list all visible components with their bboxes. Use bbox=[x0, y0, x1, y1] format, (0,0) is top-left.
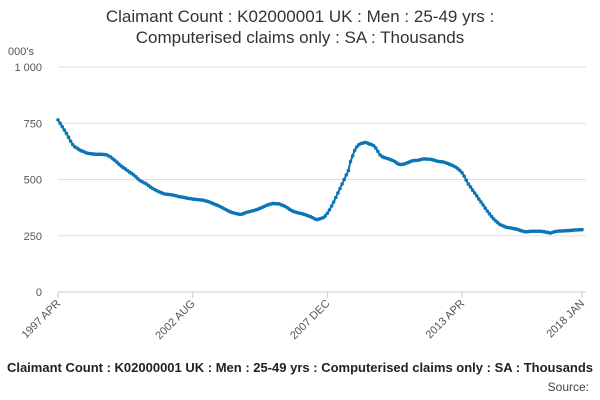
point bbox=[481, 203, 485, 207]
point bbox=[580, 227, 584, 232]
point bbox=[350, 154, 355, 158]
point bbox=[331, 200, 336, 204]
point bbox=[340, 182, 344, 186]
point bbox=[352, 148, 357, 153]
point bbox=[458, 168, 462, 173]
x-tick-label: 2007 DEC bbox=[288, 298, 332, 342]
point bbox=[342, 177, 347, 182]
x-tick-label: 2018 JAN bbox=[544, 298, 587, 341]
point bbox=[462, 174, 466, 178]
point bbox=[323, 214, 328, 218]
point bbox=[68, 139, 73, 144]
point bbox=[346, 168, 351, 173]
point bbox=[58, 121, 62, 126]
footer-title: Claimant Count : K02000001 UK : Men : 25… bbox=[7, 360, 593, 375]
point bbox=[338, 186, 342, 191]
y-tick-label: 250 bbox=[24, 231, 42, 243]
y-tick-label: 750 bbox=[24, 118, 42, 130]
point bbox=[479, 200, 483, 204]
source-label: Source: bbox=[548, 380, 589, 394]
point bbox=[464, 178, 469, 182]
chart-title: Claimant Count : K02000001 UK : Men : 25… bbox=[105, 7, 495, 47]
x-tick-label: 2013 APR bbox=[424, 298, 468, 342]
point bbox=[56, 118, 60, 122]
y-tick-label: 1 000 bbox=[14, 62, 42, 74]
point bbox=[376, 149, 380, 154]
y-axis-label: 000's bbox=[8, 46, 34, 58]
point bbox=[470, 188, 475, 192]
point bbox=[472, 191, 477, 195]
point bbox=[483, 206, 487, 210]
point bbox=[329, 204, 334, 208]
point bbox=[468, 185, 473, 189]
point bbox=[66, 135, 71, 139]
point bbox=[371, 143, 376, 148]
point bbox=[60, 124, 65, 129]
x-tick-label: 1997 APR bbox=[20, 298, 64, 342]
point bbox=[327, 208, 332, 212]
point bbox=[64, 131, 69, 136]
point bbox=[344, 173, 349, 177]
point bbox=[489, 214, 494, 219]
point bbox=[333, 195, 338, 200]
point bbox=[325, 211, 330, 216]
point bbox=[474, 194, 479, 198]
point bbox=[348, 159, 353, 164]
point bbox=[466, 182, 471, 186]
point bbox=[460, 170, 464, 175]
y-tick-label: 500 bbox=[24, 175, 42, 187]
point bbox=[485, 209, 490, 213]
point bbox=[336, 191, 340, 195]
y-tick-label: 0 bbox=[36, 287, 42, 299]
point bbox=[373, 146, 378, 150]
x-tick-label: 2002 AUG bbox=[153, 298, 197, 342]
point bbox=[62, 128, 67, 132]
point bbox=[355, 145, 359, 149]
point bbox=[487, 211, 492, 216]
point bbox=[70, 142, 75, 147]
point bbox=[477, 197, 481, 201]
